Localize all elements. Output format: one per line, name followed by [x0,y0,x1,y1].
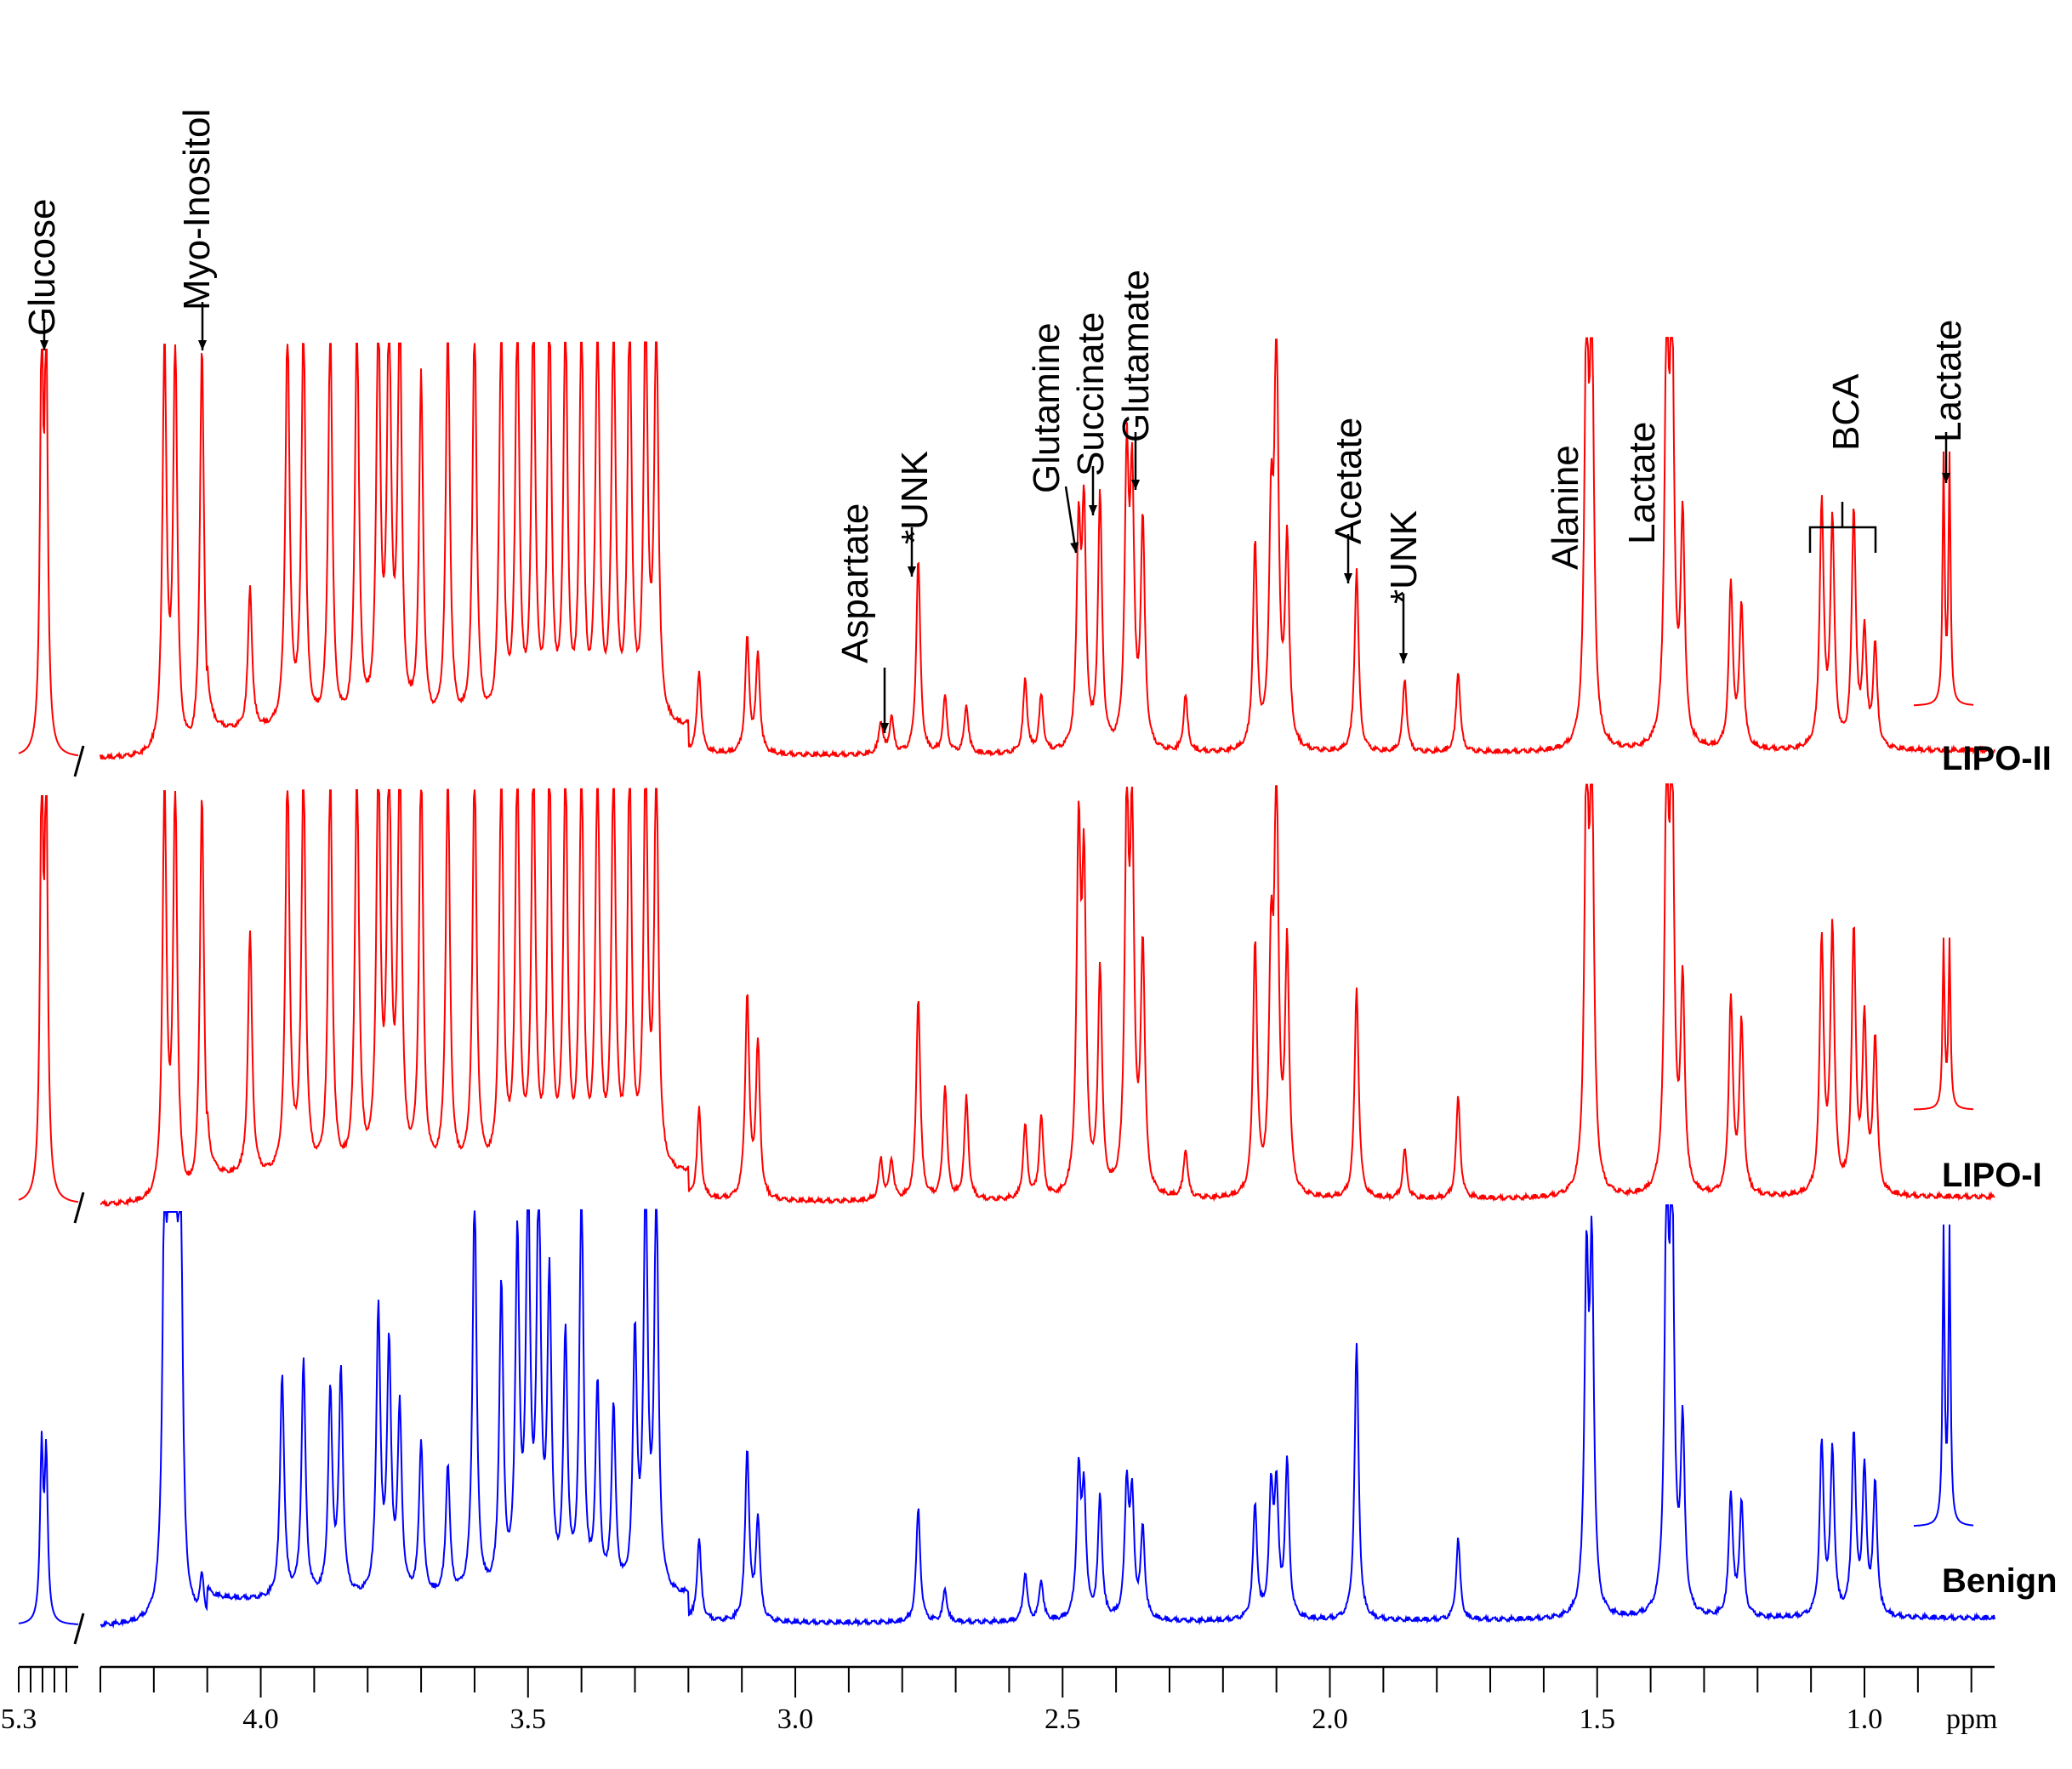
arrow-head [1941,473,1951,483]
annotation-label: BCA [1825,373,1867,451]
axis-tick-label: 2.5 [1045,1704,1081,1735]
axis-label-ppm: ppm [1946,1704,1997,1735]
annotation-succinate-5: Succinate [1070,312,1112,476]
arrow-head [1070,542,1079,553]
annotation-glutamate-6: Glutamate [1115,270,1157,442]
arrow-head [879,723,890,733]
annotation-label: Glutamine [1026,322,1067,493]
annotation-label: Acetate [1328,418,1369,544]
trace-lipo-ii-glucose-segment [18,349,79,757]
annotation-glutamine-4: Glutamine [1026,322,1067,493]
arrow-head [197,340,208,350]
arrow-head [1343,573,1353,583]
axis-tick-label: 3.5 [510,1704,547,1735]
arrow-head [1130,480,1141,490]
trace-benign [100,1204,1995,1630]
annotation-arrow [1064,486,1078,554]
trace-lipo-i [100,783,1995,1208]
trace-lipo-ii [100,337,1995,760]
annotation-aspartate-2: Aspartate [834,503,876,663]
arrow-head [1088,505,1098,515]
annotation-alanine-9: Alanine [1545,445,1586,570]
annotation-label: Succinate [1070,312,1112,476]
annotation-glucose-0: Glucose [21,199,63,336]
x-axis: 5.3 4.0 3.5 3.0 2.5 2.0 1.5 1.0 ppm [1,1665,1997,1735]
annotation-lactate-10: Lactate [1621,422,1663,544]
annotation-unk-3: *UNK [894,451,936,544]
axis-tick-label: 4.0 [242,1704,279,1735]
annotation-myo-inositol-1: Myo-Inositol [176,109,218,310]
annotation-label: Aspartate [834,503,876,663]
arrow-head [1398,653,1409,663]
annotation-label: Glucose [21,199,63,336]
trace-lipo-i-lactate-inset [1913,937,1974,1111]
annotation-label: *UNK [1383,510,1425,604]
trace-lipo-i-glucose-segment [18,795,79,1203]
annotation-label: Lactate [1621,422,1663,544]
trace-benign-glucose-segment [18,1431,79,1625]
axis-tick-label: 3.0 [777,1704,814,1735]
annotation-label: Alanine [1545,445,1586,570]
annotation-label: Myo-Inositol [176,109,218,310]
break-mark-lipo-ii [73,745,85,777]
axis-break-marks [73,745,85,1645]
trace-label-benign: Benign [1942,1562,2058,1600]
spectra-traces [18,337,1995,1630]
metabolite-annotations: Glucose Myo-Inositol Aspartate *UNK Glutamin… [21,109,1969,733]
trace-labels: LIPO-II LIPO-I Benign [1942,740,2058,1600]
annotation-lactate-12: Lactate [1927,320,1969,442]
annotation-label: *UNK [894,451,936,544]
arrow-head [907,566,917,577]
axis-tick-label: 1.5 [1580,1704,1616,1735]
annotation-acetate-7: Acetate [1328,418,1369,544]
axis-tick-label: 5.3 [1,1704,37,1735]
trace-label-lipo-i: LIPO-I [1942,1157,2042,1194]
trace-label-lipo-ii: LIPO-II [1942,740,2052,777]
axis-tick-label: 2.0 [1312,1704,1348,1735]
trace-lipo-ii-lactate-inset [1914,451,1974,707]
annotation-unk-8: *UNK [1383,510,1425,604]
annotation-label: Lactate [1927,320,1969,442]
annotation-label: Glutamate [1115,270,1157,442]
break-mark-lipo-i [73,1192,85,1224]
arrow-head [39,340,49,350]
break-mark-benign [73,1613,85,1645]
axis-tick-label: 1.0 [1847,1704,1883,1735]
bca-bracket [1808,502,1877,553]
trace-benign-lactate-inset [1913,1224,1974,1527]
annotation-bca-11: BCA [1825,373,1867,451]
